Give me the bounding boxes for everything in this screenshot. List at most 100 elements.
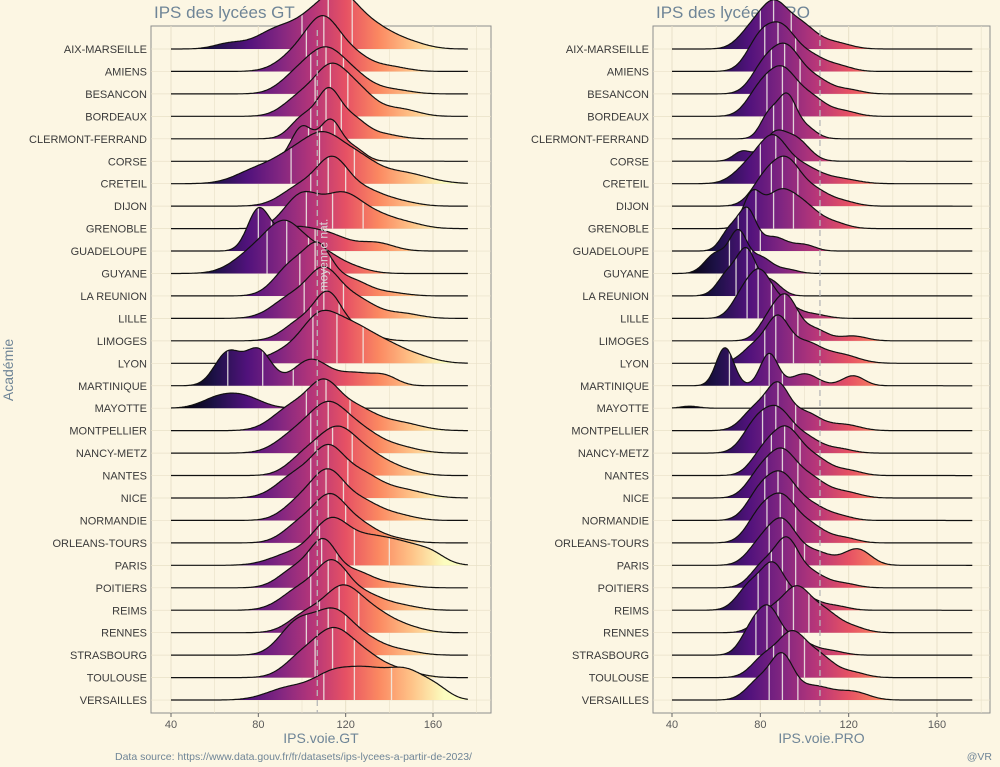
row-label: DIJON [114,201,147,213]
density-area [171,347,468,386]
density-area [171,627,468,678]
row-label: NANTES [102,471,147,483]
density-area [672,43,973,94]
row-label: LA REUNION [80,291,147,303]
density-line [672,447,973,499]
density-area [672,293,973,341]
row-label: REIMS [112,605,147,617]
data-source-caption: Data source: https://www.data.gouv.fr/fr… [115,751,472,763]
density-line [672,604,973,656]
density-area [672,585,973,633]
ridge-montpellier [672,381,973,432]
row-label: LIMOGES [599,336,649,348]
density-line [171,131,468,185]
density-line [672,585,973,634]
row-label: TOULOUSE [589,673,649,685]
row-label: BESANCON [587,89,649,101]
density-area [171,87,468,139]
density-area [672,561,973,611]
x-tick-label: 120 [839,719,857,731]
row-label: GUYANE [101,269,147,281]
gt-panel-title: IPS des lycées GT [154,3,295,22]
density-line [672,206,973,252]
density-area [672,405,973,454]
row-label: MAYOTTE [597,403,649,415]
x-axis-label: IPS.voie.PRO [778,730,864,746]
density-area [171,15,468,72]
ridge-reims [672,561,973,611]
density-line [672,134,973,185]
density-line [171,537,468,589]
density-line [672,536,973,589]
density-line [171,516,468,566]
density-area [672,21,973,72]
ridge-martinique [672,347,973,387]
row-label: LIMOGES [97,336,147,348]
density-area [171,266,468,319]
density-line [672,630,973,679]
density-area [171,191,468,229]
density-line [672,651,973,701]
row-label: VERSAILLES [582,695,649,707]
row-label: POITIERS [598,583,649,595]
density-line [672,155,973,207]
density-line [672,404,973,454]
density-area [672,156,973,207]
density-line [171,206,468,252]
x-tick-label: 80 [754,719,766,731]
density-line [672,517,973,566]
x-tick-label: 40 [165,719,177,731]
density-line [672,425,973,477]
density-line [672,188,973,230]
row-label: GRENOBLE [588,224,649,236]
density-area [672,0,973,49]
density-area [672,381,973,431]
density-line [171,266,468,319]
density-line [171,425,468,477]
row-label: PARIS [617,560,649,572]
row-label: POITIERS [96,583,147,595]
ridge-martinique [171,347,468,387]
ridge-toulouse [672,630,973,679]
density-line [672,293,973,342]
density-area [672,517,973,566]
density-line [171,492,468,544]
row-label: GRENOBLE [86,224,147,236]
density-line [171,607,468,656]
density-area [171,310,468,364]
density-area [171,444,468,498]
ridge-versailles [672,651,973,701]
density-line [171,443,468,499]
density-area [672,130,973,162]
row-label: MONTPELLIER [69,426,147,438]
row-label: NORMANDIE [80,515,147,527]
density-area [672,347,973,386]
row-label: RENNES [101,628,147,640]
density-line [171,378,468,432]
ridge-creteil [171,131,468,185]
row-label: AIX-MARSEILLE [64,44,147,56]
density-area [672,448,973,498]
row-label: ORLEANS-TOURS [554,538,649,550]
density-line [171,468,468,521]
row-label: CORSE [108,156,147,168]
row-label: LILLE [620,313,649,325]
density-area [672,536,973,588]
row-label: TOULOUSE [87,673,147,685]
row-label: GUADELOUPE [71,246,147,258]
density-line [672,268,973,319]
density-line [171,14,468,72]
ridge-corse [672,129,973,162]
density-area [672,134,973,184]
density-area [171,207,468,252]
density-area [171,401,468,454]
ridge-versailles [171,665,468,701]
density-area [672,315,973,364]
row-label: STRASBOURG [572,650,649,662]
row-label: AMIENS [105,66,147,78]
density-line [672,381,973,432]
x-tick-label: 80 [252,719,264,731]
row-label: LYON [620,358,649,370]
x-tick-label: 160 [424,719,442,731]
